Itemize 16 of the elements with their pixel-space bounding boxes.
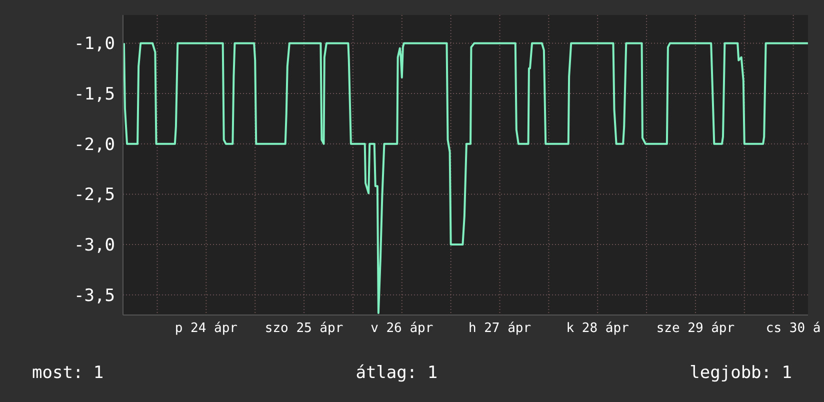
y-tick-label: -2,0 xyxy=(74,134,115,155)
x-tick-label: h 27 ápr xyxy=(468,321,532,336)
x-tick-label: szo 25 ápr xyxy=(264,321,344,336)
y-tick-label: -3,5 xyxy=(74,286,115,306)
x-tick-label: k 28 ápr xyxy=(566,321,630,336)
y-tick-label: -1,0 xyxy=(74,34,115,54)
text: átlag: 1 xyxy=(356,363,438,383)
text: most: 1 xyxy=(32,363,104,383)
y-tick-label: -2,5 xyxy=(74,185,115,206)
x-tick-label: sze 29 ápr xyxy=(656,321,735,336)
text: legjobb: 1 xyxy=(690,363,792,383)
y-tick-label: -3,0 xyxy=(74,236,115,256)
x-tick-label: cs 30 á xyxy=(766,321,821,336)
x-tick-label: p 24 ápr xyxy=(174,321,238,336)
x-tick-label: v 26 ápr xyxy=(370,321,434,336)
y-tick-label: -1,5 xyxy=(74,84,115,105)
